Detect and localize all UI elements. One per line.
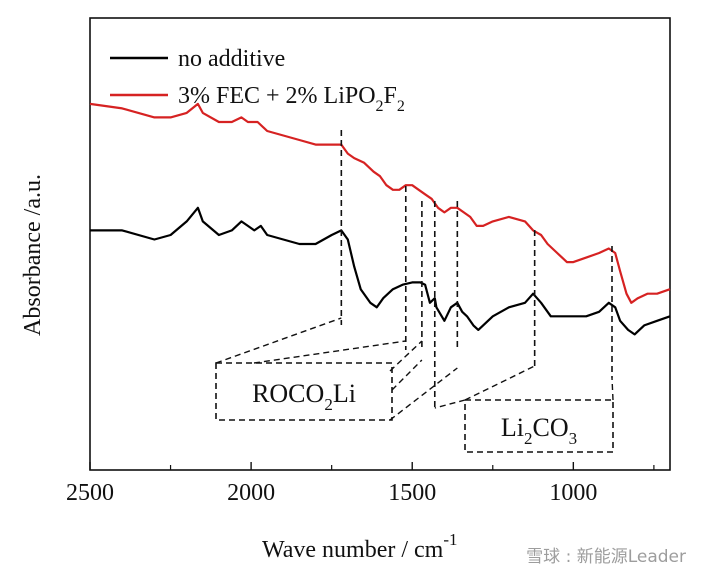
annotation-connector — [389, 340, 423, 372]
plot-border — [89, 17, 671, 471]
annotation-connector — [253, 340, 406, 364]
x-tick-label: 1000 — [549, 480, 597, 506]
x-axis-title-sup: -1 — [443, 530, 457, 549]
series-line-fec-lipo2f2 — [89, 102, 671, 304]
annotation-label-li2co3: Li2CO3 — [501, 413, 577, 448]
annotation-connector — [464, 365, 535, 401]
y-axis-title: Absorbance /a.u. — [20, 174, 46, 336]
x-axis-title-text: Wave number / cm — [262, 537, 444, 563]
watermark: 雪球 : 新能源Leader — [526, 547, 686, 567]
annotation-connector — [389, 367, 458, 421]
annotation-label-roco2li: ROCO2Li — [252, 379, 356, 414]
peak-marker-lines — [340, 130, 613, 408]
legend-label-no-additive: no additive — [178, 46, 285, 72]
annotation-connector — [611, 377, 614, 401]
series-line-no-additive — [90, 206, 671, 336]
x-axis-title: Wave number / cm-1 — [262, 530, 458, 563]
spectra-lines — [89, 102, 671, 336]
x-axis-ticks: 2500 2000 1500 1000 — [66, 462, 655, 506]
annotation-box-roco2li — [215, 362, 393, 421]
annotation-connector — [434, 399, 466, 409]
x-tick-label: 2500 — [66, 480, 114, 506]
plot-frame — [89, 17, 671, 471]
annotation-box-li2co3 — [464, 399, 614, 453]
legend-label-fec-lipo2f2: 3% FEC + 2% LiPO2F2 — [178, 83, 405, 115]
peak-annotations: ROCO2Li Li2CO3 — [215, 317, 614, 453]
legend: no additive 3% FEC + 2% LiPO2F2 — [110, 46, 405, 115]
x-tick-label: 2000 — [227, 480, 275, 506]
annotation-connector — [391, 359, 423, 391]
x-tick-label: 1500 — [388, 480, 436, 506]
annotation-connector — [215, 317, 342, 364]
